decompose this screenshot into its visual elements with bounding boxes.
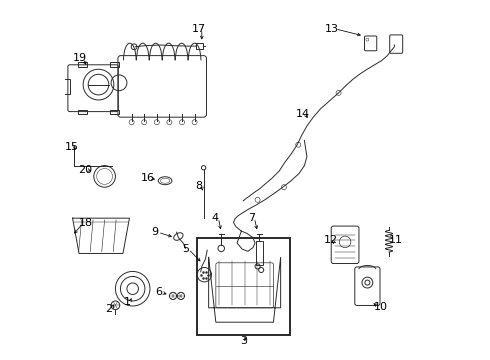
Bar [256,241,263,265]
Text: 7: 7 [248,213,255,223]
Text: 1: 1 [123,297,130,307]
Text: 14: 14 [295,109,310,120]
Text: 17: 17 [192,24,206,34]
Bar [78,62,87,67]
Bar [62,79,70,94]
Bar [197,238,291,335]
Text: 5: 5 [182,244,189,254]
Bar [78,110,87,114]
Text: 6: 6 [155,287,162,297]
Text: 19: 19 [73,53,87,63]
Text: 9: 9 [151,227,159,237]
Text: 4: 4 [212,213,219,223]
Text: 13: 13 [325,24,339,34]
Text: 2: 2 [105,304,113,314]
Bar [110,62,119,67]
Text: 20: 20 [78,165,92,175]
Text: 10: 10 [374,302,388,312]
Text: 18: 18 [79,218,93,228]
Text: 16: 16 [141,173,155,183]
Bar [110,110,119,114]
Text: 15: 15 [65,142,79,152]
Text: 12: 12 [323,235,338,246]
Text: 8: 8 [196,181,202,192]
Text: 3: 3 [240,336,246,346]
Text: 11: 11 [389,235,402,246]
